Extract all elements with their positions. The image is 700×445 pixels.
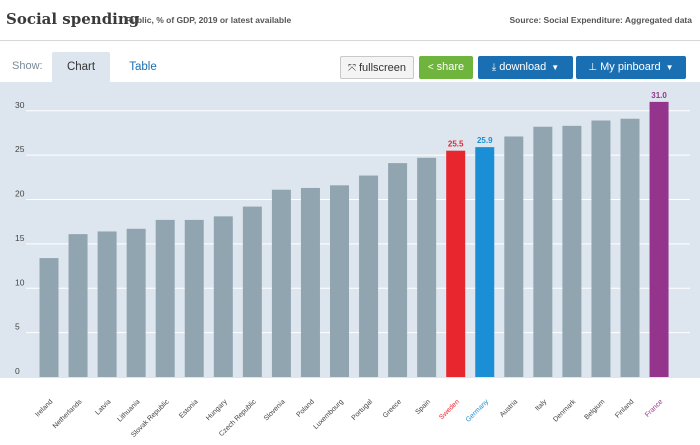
- bar: [271, 189, 291, 377]
- data-label: 25.5: [448, 140, 464, 149]
- bar: [533, 126, 553, 377]
- toolbar: Show: Chart Table ⤧ fullscreen < share ⤓ do…: [0, 52, 700, 83]
- tab-chart[interactable]: Chart: [52, 52, 110, 83]
- x-tick-label: Poland: [296, 398, 316, 418]
- y-tick-label: 25: [15, 144, 25, 154]
- source-note: Source: Social Expenditure: Aggregated d…: [509, 15, 692, 25]
- bar: [591, 120, 611, 377]
- bar: [475, 147, 495, 377]
- x-tick-label: Germany: [465, 398, 491, 424]
- download-icon: ⤓: [491, 62, 497, 73]
- x-tick-label: Netherlands: [52, 398, 84, 430]
- x-tick-label: Finland: [614, 398, 635, 419]
- x-tick-label: Denmark: [552, 398, 577, 423]
- download-button[interactable]: ⤓ download ▼: [478, 56, 573, 79]
- data-label: 25.9: [477, 136, 493, 145]
- x-tick-label: Estonia: [178, 398, 200, 420]
- bar: [213, 216, 233, 377]
- share-label: share: [436, 61, 465, 73]
- bar: [39, 258, 59, 377]
- data-label: 31.0: [651, 91, 667, 100]
- pinboard-label: My pinboard: [600, 61, 661, 73]
- x-tick-label: Luxembourg: [312, 398, 345, 431]
- bar: [97, 231, 117, 377]
- y-tick-label: 30: [15, 100, 25, 110]
- expand-arrows-icon: ⤧: [347, 63, 356, 74]
- share-button[interactable]: < share: [419, 56, 473, 79]
- bar: [620, 118, 640, 378]
- y-tick-label: 15: [15, 233, 25, 243]
- bar: [184, 219, 204, 377]
- pinboard-button[interactable]: ⊥ My pinboard ▼: [576, 56, 686, 79]
- x-tick-label: Belgium: [584, 398, 607, 421]
- bar: [649, 101, 669, 377]
- chart-title: Social spending: [6, 10, 140, 28]
- x-tick-label: Lithuania: [117, 398, 142, 423]
- show-label: Show:: [12, 60, 43, 72]
- bar: [330, 185, 349, 377]
- y-tick-label: 5: [15, 322, 20, 332]
- y-tick-label: 20: [15, 189, 25, 199]
- plot-area: [0, 82, 700, 378]
- bar: [446, 150, 466, 377]
- bar: [388, 163, 408, 377]
- x-tick-label: Sweden: [438, 398, 461, 421]
- x-tick-label: Slovenia: [263, 398, 287, 422]
- pin-icon: ⊥: [588, 62, 598, 73]
- fullscreen-button[interactable]: ⤧ fullscreen: [340, 56, 414, 79]
- caret-down-icon: ▼: [665, 63, 674, 72]
- x-tick-label: Ireland: [34, 398, 54, 418]
- bar: [126, 228, 146, 377]
- fullscreen-label: fullscreen: [358, 62, 407, 74]
- x-tick-label: Portugal: [351, 398, 375, 422]
- x-tick-label: Latvia: [94, 398, 112, 416]
- bar: [417, 157, 437, 377]
- chart-subtitle: Public, % of GDP, 2019 or latest availab…: [126, 15, 292, 25]
- x-tick-label: Hungary: [205, 398, 229, 422]
- bar: [504, 136, 524, 377]
- chart-header: Social spending Public, % of GDP, 2019 o…: [0, 0, 700, 41]
- download-label: download: [499, 61, 547, 73]
- share-icon: <: [427, 62, 434, 73]
- caret-down-icon: ▼: [551, 63, 560, 72]
- bar: [562, 125, 582, 378]
- x-tick-label: Italy: [534, 398, 548, 412]
- y-tick-label: 10: [15, 277, 25, 287]
- bar: [155, 219, 175, 377]
- tab-table[interactable]: Table: [129, 61, 157, 73]
- x-tick-label: Greece: [382, 398, 403, 419]
- x-tick-label: Spain: [414, 398, 432, 416]
- bar: [359, 175, 379, 377]
- x-tick-label: France: [644, 398, 664, 418]
- x-tick-label: Austria: [499, 398, 519, 418]
- bar: [300, 187, 320, 377]
- bar: [68, 234, 88, 377]
- y-tick-label: 0: [15, 366, 20, 376]
- bar: [242, 206, 262, 377]
